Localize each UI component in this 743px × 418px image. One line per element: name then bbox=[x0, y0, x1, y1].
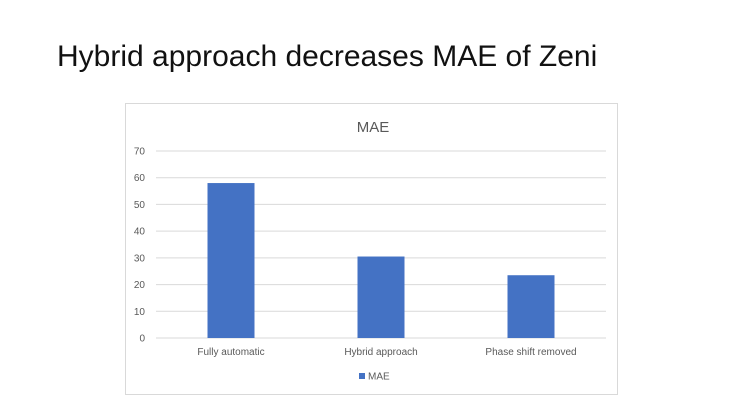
x-tick-label: Fully automatic bbox=[197, 347, 264, 358]
y-tick-label: 40 bbox=[134, 227, 146, 238]
bar-chart: MAE 0 10 20 30 40 50 60 70 Fully automatic Hybri… bbox=[134, 119, 606, 383]
y-tick-label: 0 bbox=[139, 334, 145, 345]
chart-frame: MAE 0 10 20 30 40 50 60 70 Fully automatic Hybri… bbox=[125, 103, 618, 395]
bar bbox=[357, 256, 405, 338]
bar bbox=[507, 275, 555, 338]
y-tick-label: 60 bbox=[134, 173, 146, 184]
slide-title: Hybrid approach decreases MAE of Zeni bbox=[57, 40, 598, 73]
y-tick-label: 10 bbox=[134, 307, 146, 318]
legend-label: MAE bbox=[368, 372, 390, 383]
y-tick-label: 30 bbox=[134, 253, 146, 264]
y-tick-label: 70 bbox=[134, 147, 146, 158]
legend-swatch bbox=[359, 373, 365, 379]
chart-title: MAE bbox=[357, 119, 390, 136]
y-tick-label: 20 bbox=[134, 280, 146, 291]
x-tick-label: Hybrid approach bbox=[344, 347, 417, 358]
y-tick-label: 50 bbox=[134, 200, 146, 211]
x-tick-label: Phase shift removed bbox=[485, 347, 576, 358]
bar bbox=[207, 183, 255, 338]
